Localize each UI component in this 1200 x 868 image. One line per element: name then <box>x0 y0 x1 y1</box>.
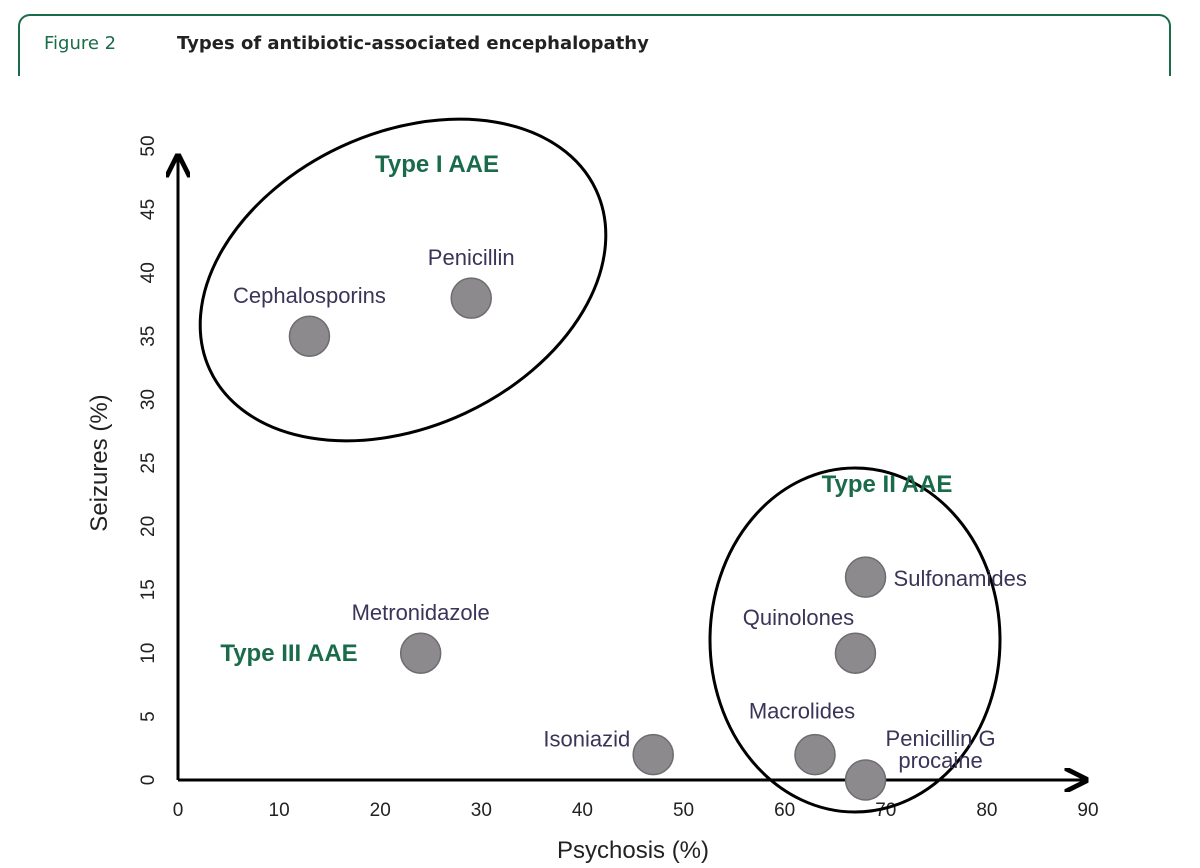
y-tick-label: 30 <box>138 389 159 410</box>
x-tick-label: 20 <box>370 800 391 821</box>
x-tick-label: 10 <box>269 800 290 821</box>
axes: 0 10 20 30 40 50 60 70 80 9005101520253035404550P… <box>86 135 1099 864</box>
data-point <box>844 759 887 801</box>
y-tick-label: 50 <box>138 135 159 156</box>
group-label: Type II AAE <box>822 471 953 498</box>
data-point <box>844 556 887 598</box>
x-tick-label: 30 <box>471 800 492 821</box>
y-tick-label: 15 <box>138 579 159 600</box>
data-label-line: procaine <box>898 748 982 773</box>
y-tick-label: 10 <box>138 643 159 664</box>
y-axis-label: Seizures (%) <box>86 394 113 531</box>
y-tick-label: 20 <box>138 516 159 537</box>
y-tick-label: 40 <box>138 262 159 283</box>
data-label: Cephalosporins <box>233 283 386 308</box>
data-label: Isoniazid <box>543 727 630 752</box>
group-label: Type I AAE <box>375 151 499 178</box>
data-point <box>399 632 442 674</box>
data-label: Penicillin <box>428 245 515 270</box>
group-label: Type III AAE <box>220 640 357 667</box>
x-tick-label: 90 <box>1077 800 1098 821</box>
data-label-line: Penicillin G <box>886 726 996 751</box>
y-tick-label: 45 <box>138 199 159 220</box>
data-point <box>632 733 674 776</box>
data-point <box>288 315 331 357</box>
x-tick-label: 60 <box>774 800 795 821</box>
group-ellipses <box>198 117 1002 814</box>
figure-title: Types of antibiotic-associated encephalo… <box>177 33 649 54</box>
type-i-ellipse <box>198 117 608 443</box>
x-tick-label: 80 <box>976 800 997 821</box>
y-tick-label: 25 <box>138 452 159 473</box>
data-label: Metronidazole <box>352 600 490 625</box>
type-ii-ellipse <box>708 466 1002 814</box>
figure-label: Figure 2 <box>44 33 117 54</box>
data-label: Sulfonamides <box>894 566 1027 591</box>
x-tick-label: 0 <box>173 800 184 821</box>
x-tick-label: 40 <box>572 800 593 821</box>
data-point <box>794 733 836 776</box>
figure-frame <box>18 14 1171 76</box>
y-tick-label: 0 <box>138 775 159 786</box>
x-axis-label: Psychosis (%) <box>557 837 709 864</box>
data-markers <box>288 277 887 801</box>
data-label: Macrolides <box>749 699 855 724</box>
data-labels: Cephalosporins Penicillin Metronidazole Iso… <box>220 151 1027 773</box>
y-tick-label: 35 <box>138 326 159 347</box>
x-tick-label: 50 <box>673 800 694 821</box>
data-point <box>450 277 492 319</box>
data-label: Quinolones <box>743 605 854 630</box>
data-point <box>834 632 877 674</box>
y-tick-label: 5 <box>138 711 159 722</box>
